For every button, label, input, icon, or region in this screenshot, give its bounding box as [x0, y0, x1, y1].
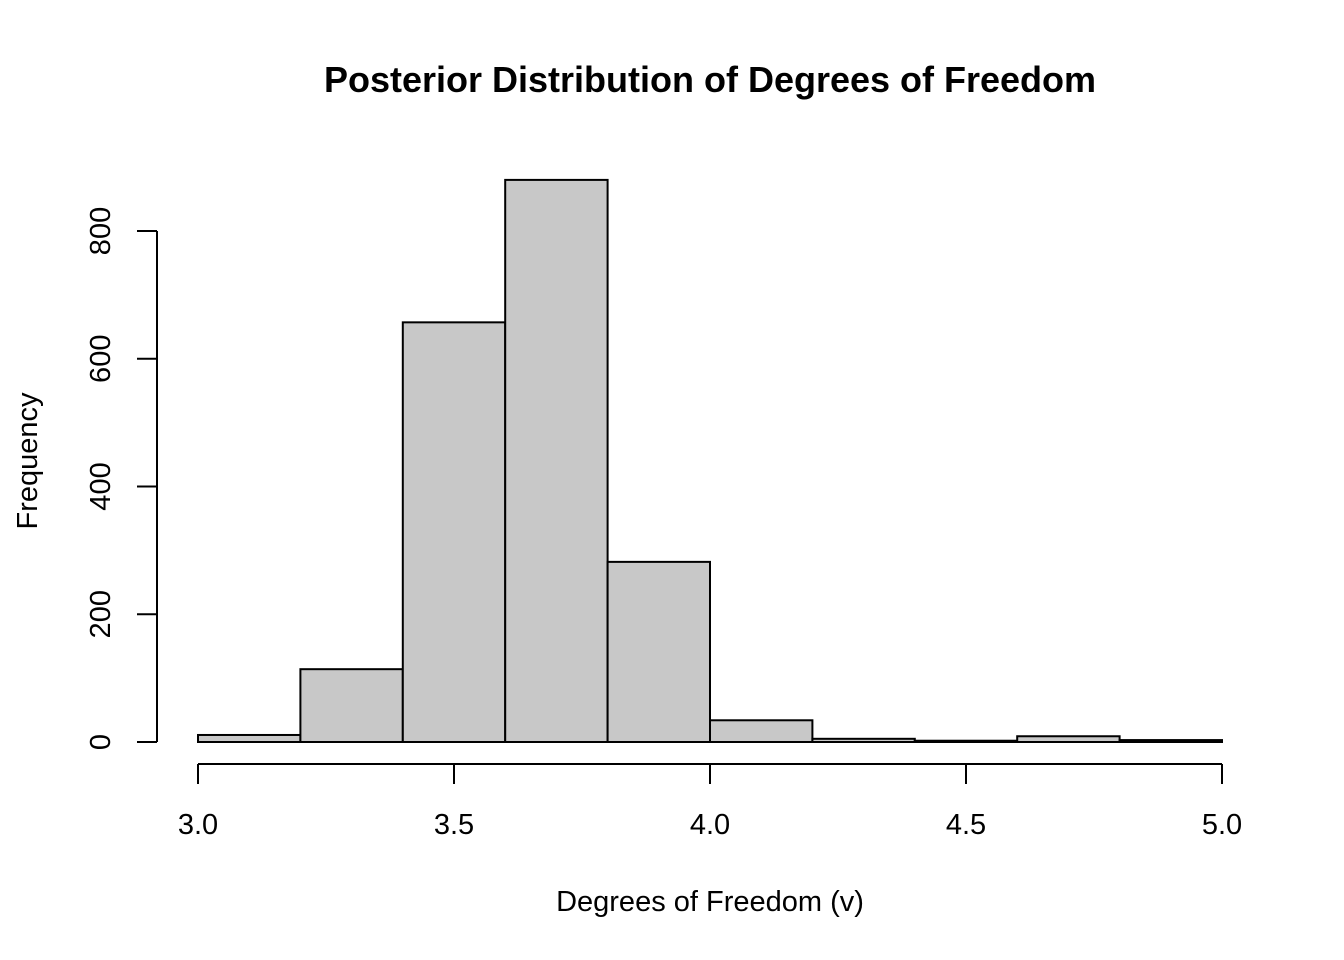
histogram-bar [504, 178, 609, 743]
y-axis: 0 200 400 600 800 [85, 207, 158, 750]
histogram-bar [197, 733, 302, 744]
x-tick-label: 4.5 [946, 809, 986, 841]
x-tick-label: 3.5 [434, 809, 474, 841]
y-tick-label: 800 [85, 207, 117, 255]
histogram-bar [606, 560, 711, 743]
x-axis: 3.0 3.5 4.0 4.5 5.0 [178, 763, 1242, 841]
histogram-bar [913, 739, 1019, 743]
y-axis-label: Frequency [12, 392, 44, 530]
x-tick-label: 3.0 [178, 809, 218, 841]
y-tick-label: 200 [85, 590, 117, 638]
x-tick-label: 4.0 [690, 809, 730, 841]
chart-title: Posterior Distribution of Degrees of Fre… [324, 59, 1096, 100]
y-tick-label: 600 [85, 335, 117, 383]
bars-group [197, 178, 1223, 744]
y-tick-label: 400 [85, 462, 117, 510]
histogram-bar [1118, 739, 1223, 743]
y-tick-label: 0 [85, 734, 117, 750]
histogram-bar [811, 737, 916, 744]
histogram-bar [1016, 735, 1121, 743]
histogram-bar [709, 719, 814, 743]
histogram-bar [299, 668, 404, 743]
x-tick-label: 5.0 [1202, 809, 1242, 841]
histogram-bar [401, 321, 507, 743]
x-axis-label: Degrees of Freedom (v) [556, 886, 864, 918]
